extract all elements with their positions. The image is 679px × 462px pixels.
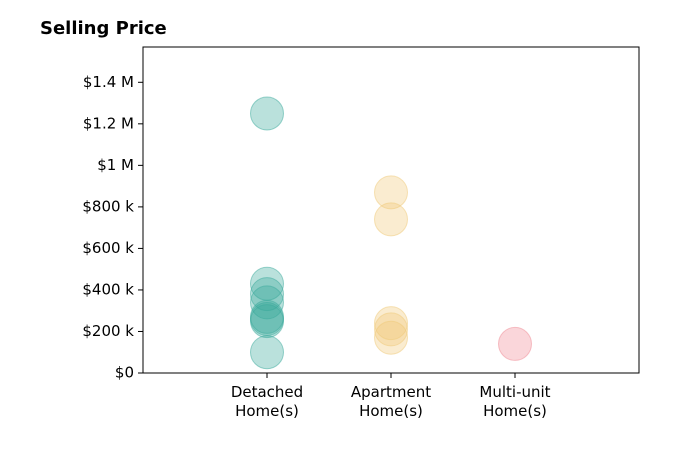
y-tick-label: $1.2 M (83, 114, 134, 132)
y-tick-label: $800 k (82, 197, 134, 215)
chart-title: Selling Price (40, 18, 167, 39)
y-tick-label: $600 k (82, 239, 134, 257)
point (250, 96, 284, 131)
y-tick-label: $1 M (97, 156, 134, 174)
x-tick-label: Detached Home(s) (231, 383, 303, 420)
x-tick-label: Apartment Home(s) (351, 383, 431, 420)
point (498, 326, 532, 361)
point (374, 202, 408, 237)
point (250, 304, 284, 339)
point (250, 335, 284, 370)
y-tick-label: $0 (115, 364, 134, 382)
y-tick-label: $200 k (82, 322, 134, 340)
x-tick-label: Multi-unit Home(s) (479, 383, 550, 420)
y-tick-label: $1.4 M (83, 73, 134, 91)
plot-frame (142, 46, 640, 374)
point (374, 175, 408, 210)
point (374, 312, 408, 347)
point (374, 320, 408, 355)
y-tick-label: $400 k (82, 280, 134, 298)
